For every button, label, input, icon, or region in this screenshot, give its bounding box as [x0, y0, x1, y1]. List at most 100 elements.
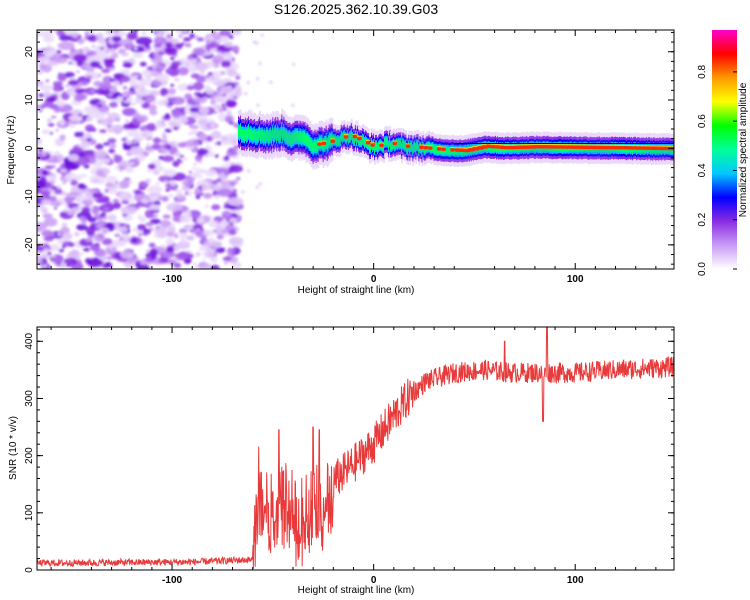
figure-title: S126.2025.362.10.39.G03 — [274, 1, 438, 17]
signal-band-slice — [413, 143, 416, 152]
noise-blob — [219, 247, 226, 251]
x-tick-label: 0 — [371, 274, 377, 285]
signal-band-slice — [409, 145, 412, 154]
noise-blob — [38, 93, 45, 98]
noise-blob — [202, 258, 206, 261]
signal-band-slice — [348, 133, 351, 142]
noise-blob — [168, 125, 173, 129]
noise-blob — [62, 181, 67, 185]
signal-band-slice — [299, 130, 302, 142]
snr-panel: -100 0 100 0 100 200 300 400 Height of straigh… — [8, 326, 675, 596]
noise-blob — [176, 189, 182, 195]
signal-core-edge — [525, 144, 533, 146]
signal-band-slice — [328, 134, 331, 146]
noise-blob — [153, 213, 159, 218]
signal-core-edge — [436, 146, 442, 148]
noise-blob — [58, 248, 65, 253]
spectrogram-frame — [36, 29, 675, 270]
signal-core-edge — [405, 143, 411, 145]
noise-blob — [42, 213, 53, 219]
noise-speck — [260, 33, 264, 37]
noise-blob — [155, 182, 160, 186]
noise-blob — [166, 105, 173, 109]
noise-blob — [67, 61, 73, 65]
noise-blob — [216, 178, 221, 182]
signal-core — [317, 133, 674, 153]
signal-core-segment — [365, 140, 371, 145]
noise-speck — [241, 190, 245, 194]
noise-blob — [120, 52, 129, 57]
noise-blob — [177, 83, 190, 91]
noise-blob — [211, 130, 222, 140]
noise-blob — [172, 160, 180, 167]
noise-blob — [178, 34, 184, 39]
signal-core-edge — [618, 144, 626, 146]
signal-band-slice — [250, 128, 252, 140]
signal-band-slice — [334, 135, 337, 144]
noise-blob — [67, 79, 79, 86]
noise-blob — [121, 137, 127, 142]
noise-blob — [62, 208, 70, 213]
noise-blob — [141, 183, 147, 188]
noise-blob — [112, 202, 122, 209]
noise-blob — [190, 124, 200, 130]
noise-blob — [37, 104, 43, 110]
signal-band-slice — [315, 142, 318, 153]
signal-core-edge — [490, 143, 498, 145]
spectrogram-y-axis-label: Frequency (Hz) — [6, 116, 17, 185]
signal-core-edge — [543, 144, 551, 146]
noise-blob — [162, 155, 175, 163]
noise-blob — [81, 206, 91, 215]
noise-blob — [203, 229, 215, 236]
noise-blob — [37, 82, 42, 86]
signal-band-slice — [424, 146, 427, 154]
noise-blob — [179, 57, 188, 65]
noise-speck — [255, 185, 259, 189]
signal-band-slice — [279, 130, 282, 142]
noise-blob — [37, 187, 42, 194]
noise-blob — [102, 229, 108, 234]
noise-blob — [149, 110, 158, 116]
noise-blob — [140, 130, 153, 139]
noise-blob — [207, 237, 215, 243]
signal-core-edge — [503, 144, 511, 146]
noise-blob — [126, 93, 130, 96]
noise-blob — [196, 148, 209, 156]
noise-blob — [196, 37, 205, 42]
noise-blob — [141, 31, 147, 35]
noise-blob — [67, 202, 73, 206]
signal-band-slice — [242, 129, 244, 140]
noise-blob — [226, 110, 232, 116]
signal-band-slice — [377, 144, 379, 153]
noise-blob — [185, 191, 189, 195]
signal-band-slice — [404, 141, 407, 150]
noise-blob — [177, 240, 191, 250]
y-tick-label: -10 — [24, 189, 35, 204]
noise-blob — [187, 54, 195, 60]
signal-band-slice — [445, 146, 448, 155]
noise-blob — [134, 99, 145, 105]
noise-blob — [224, 155, 230, 160]
noise-blob — [44, 235, 54, 242]
noise-blob — [57, 41, 75, 51]
noise-blob — [154, 67, 164, 72]
noise-blob — [79, 120, 84, 124]
noise-blob — [164, 180, 168, 184]
noise-blob — [94, 150, 108, 158]
signal-core-edge — [352, 133, 358, 135]
noise-blob — [125, 119, 129, 124]
signal-band-slice — [402, 139, 405, 148]
noise-blob — [103, 206, 109, 211]
y-tick-label: 400 — [24, 333, 35, 350]
spectrogram-x-axis-label: Height of straight line (km) — [298, 285, 415, 296]
signal-band-slice — [384, 138, 386, 147]
noise-blob — [48, 243, 61, 252]
noise-blob — [173, 262, 182, 269]
noise-blob — [187, 235, 195, 241]
signal-band-slice — [243, 129, 245, 141]
noise-blob — [114, 233, 121, 238]
signal-core-edge — [649, 145, 657, 147]
noise-blob — [119, 192, 128, 198]
noise-blob — [214, 197, 218, 200]
